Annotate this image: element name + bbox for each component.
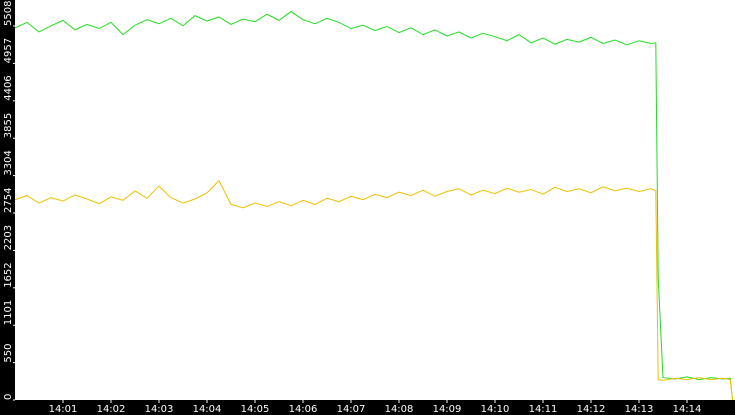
y-tick-label: 4957 <box>3 38 14 63</box>
y-tick-label: 3304 <box>3 150 14 175</box>
y-axis-strip <box>0 0 15 415</box>
y-tick-label: 1101 <box>3 300 14 325</box>
y-tick-label: 5508 <box>3 0 14 25</box>
x-tick-label: 14:13 <box>625 404 654 415</box>
y-tick-label: 1652 <box>3 262 14 287</box>
x-tick-label: 14:01 <box>49 404 78 415</box>
y-tick-label: 2203 <box>3 225 14 250</box>
x-tick-label: 14:10 <box>481 404 510 415</box>
y-tick-label: 2754 <box>3 188 14 213</box>
y-tick-label: 550 <box>3 344 14 363</box>
x-tick-label: 14:05 <box>241 404 270 415</box>
x-tick-label: 14:03 <box>145 404 174 415</box>
x-tick-label: 14:11 <box>529 404 558 415</box>
x-tick-label: 14:02 <box>97 404 126 415</box>
series-line <box>14 10 734 401</box>
x-tick-label: 14:07 <box>337 404 366 415</box>
plot-area <box>15 0 735 400</box>
x-tick-label: 14:06 <box>289 404 318 415</box>
y-tick-label: 0 <box>3 394 14 400</box>
y-tick-label: 3855 <box>3 113 14 138</box>
x-tick-label: 14:14 <box>673 404 702 415</box>
y-tick-label: 4406 <box>3 75 14 100</box>
x-tick-label: 14:09 <box>433 404 462 415</box>
x-tick-label: 14:08 <box>385 404 414 415</box>
x-axis-strip <box>0 400 735 415</box>
x-tick-label: 14:04 <box>193 404 222 415</box>
x-tick-label: 14:12 <box>577 404 606 415</box>
series-line <box>14 179 734 401</box>
